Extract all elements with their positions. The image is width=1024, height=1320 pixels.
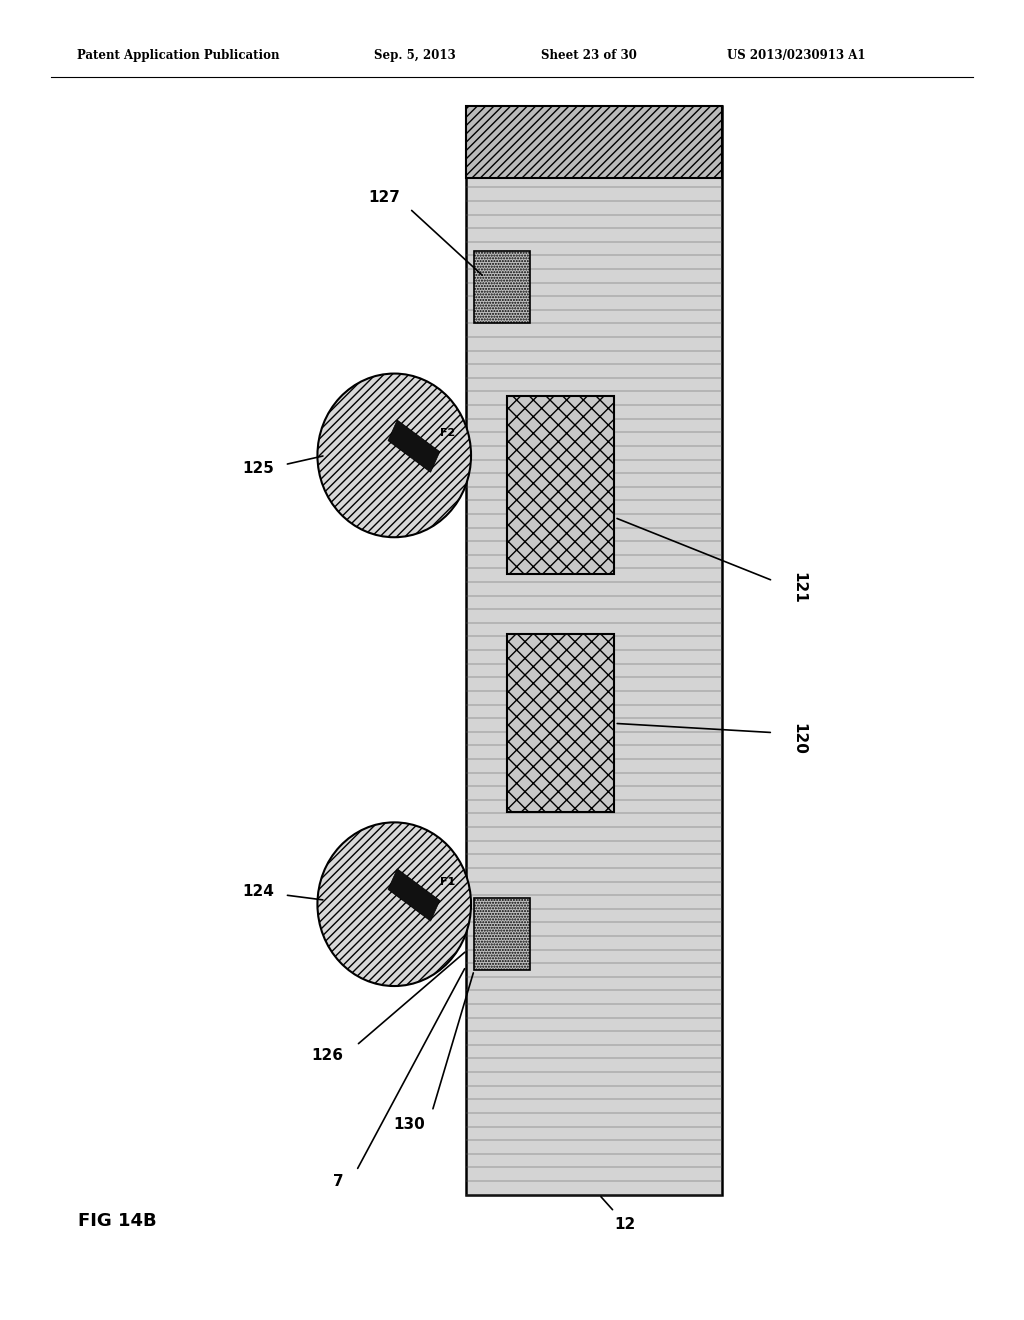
Text: 130: 130 bbox=[393, 1117, 426, 1133]
Text: F1: F1 bbox=[440, 876, 456, 887]
Text: Patent Application Publication: Patent Application Publication bbox=[77, 49, 280, 62]
Text: 12: 12 bbox=[614, 1217, 635, 1233]
Text: 120: 120 bbox=[792, 723, 806, 755]
Bar bbox=[507, 396, 614, 574]
Text: 127: 127 bbox=[368, 190, 400, 206]
FancyBboxPatch shape bbox=[388, 869, 439, 921]
Text: Sep. 5, 2013: Sep. 5, 2013 bbox=[374, 49, 456, 62]
Text: FIG 14B: FIG 14B bbox=[79, 1212, 157, 1230]
Text: Sheet 23 of 30: Sheet 23 of 30 bbox=[541, 49, 637, 62]
Ellipse shape bbox=[317, 374, 471, 537]
Text: 121: 121 bbox=[792, 572, 806, 603]
Text: 7: 7 bbox=[333, 1173, 343, 1189]
Ellipse shape bbox=[317, 822, 471, 986]
Bar bbox=[507, 634, 614, 812]
Bar bbox=[466, 106, 722, 178]
Text: F2: F2 bbox=[440, 428, 456, 438]
Bar bbox=[466, 106, 722, 1195]
Bar bbox=[474, 251, 530, 323]
Text: 124: 124 bbox=[242, 883, 274, 899]
Text: 125: 125 bbox=[242, 461, 274, 477]
FancyBboxPatch shape bbox=[388, 420, 440, 473]
Text: 126: 126 bbox=[311, 1048, 344, 1064]
Bar bbox=[474, 898, 530, 970]
Text: US 2013/0230913 A1: US 2013/0230913 A1 bbox=[727, 49, 865, 62]
